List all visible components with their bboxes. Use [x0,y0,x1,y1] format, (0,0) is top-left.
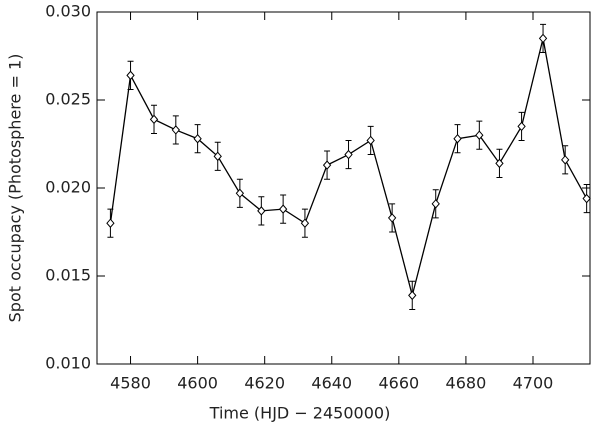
plot-frame [96,11,591,365]
point-marker [453,133,462,144]
x-tick-label: 4580 [110,374,151,393]
point-marker [582,193,591,204]
point-marker [149,114,159,125]
x-tick-label: 4680 [446,374,487,393]
x-tick-label: 4620 [244,374,285,393]
x-tick-label: 4600 [177,374,218,393]
point-marker [322,160,332,170]
y-tick-label: 0.025 [45,90,91,109]
point-marker [366,135,375,146]
x-tick-label: 4640 [311,374,352,393]
y-tick-label: 0.015 [45,266,91,285]
point-marker [300,218,310,228]
point-marker [475,130,484,140]
y-tick-label: 0.020 [45,178,91,197]
y-tick-label: 0.010 [45,354,91,373]
point-marker [235,188,245,199]
point-marker [126,70,135,81]
point-marker [387,213,397,223]
x-tick-label: 4700 [513,374,554,393]
point-marker [561,155,570,165]
y-tick-label: 0.030 [45,2,91,21]
point-marker [344,149,353,160]
point-marker [517,121,526,132]
x-tick-label: 4660 [378,374,419,393]
point-marker [278,204,288,214]
point-marker [106,218,115,228]
y-axis-label: Spot occupacy (Photosphere = 1) [6,54,25,323]
point-marker [538,33,548,44]
x-axis-label: Time (HJD − 2450000) [209,404,391,423]
point-marker [193,133,202,144]
point-marker [408,290,417,301]
point-marker [257,206,266,216]
point-marker [171,125,180,135]
point-marker [213,151,222,162]
point-marker [431,199,440,209]
point-marker [495,158,504,169]
